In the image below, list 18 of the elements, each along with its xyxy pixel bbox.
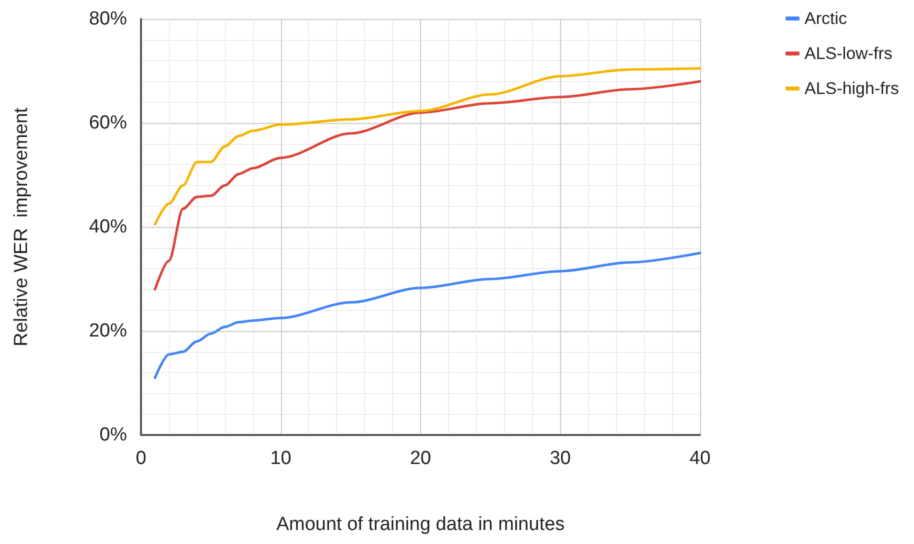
legend-label: ALS-high-frs bbox=[804, 79, 900, 98]
legend-label: Arctic bbox=[804, 9, 848, 28]
y-tick-label: 60% bbox=[88, 112, 128, 134]
y-tick-label: 40% bbox=[88, 216, 128, 238]
x-tick-label: 40 bbox=[689, 448, 711, 469]
legend-label: ALS-low-frs bbox=[804, 44, 892, 63]
x-axis-title: Amount of training data in minutes bbox=[276, 514, 565, 535]
x-tick-label: 20 bbox=[410, 448, 432, 469]
y-tick-label: 20% bbox=[88, 320, 128, 342]
y-tick-label: 0% bbox=[100, 424, 128, 446]
x-tick-label: 30 bbox=[550, 448, 571, 469]
y-axis-title: Relative WER improvement bbox=[11, 106, 32, 346]
y-tick-label: 80% bbox=[88, 8, 128, 30]
line-series bbox=[154, 80, 702, 291]
x-tick-label: 0 bbox=[136, 448, 146, 469]
line-series bbox=[154, 252, 702, 380]
line-series bbox=[154, 67, 702, 226]
x-tick-label: 10 bbox=[270, 448, 292, 469]
